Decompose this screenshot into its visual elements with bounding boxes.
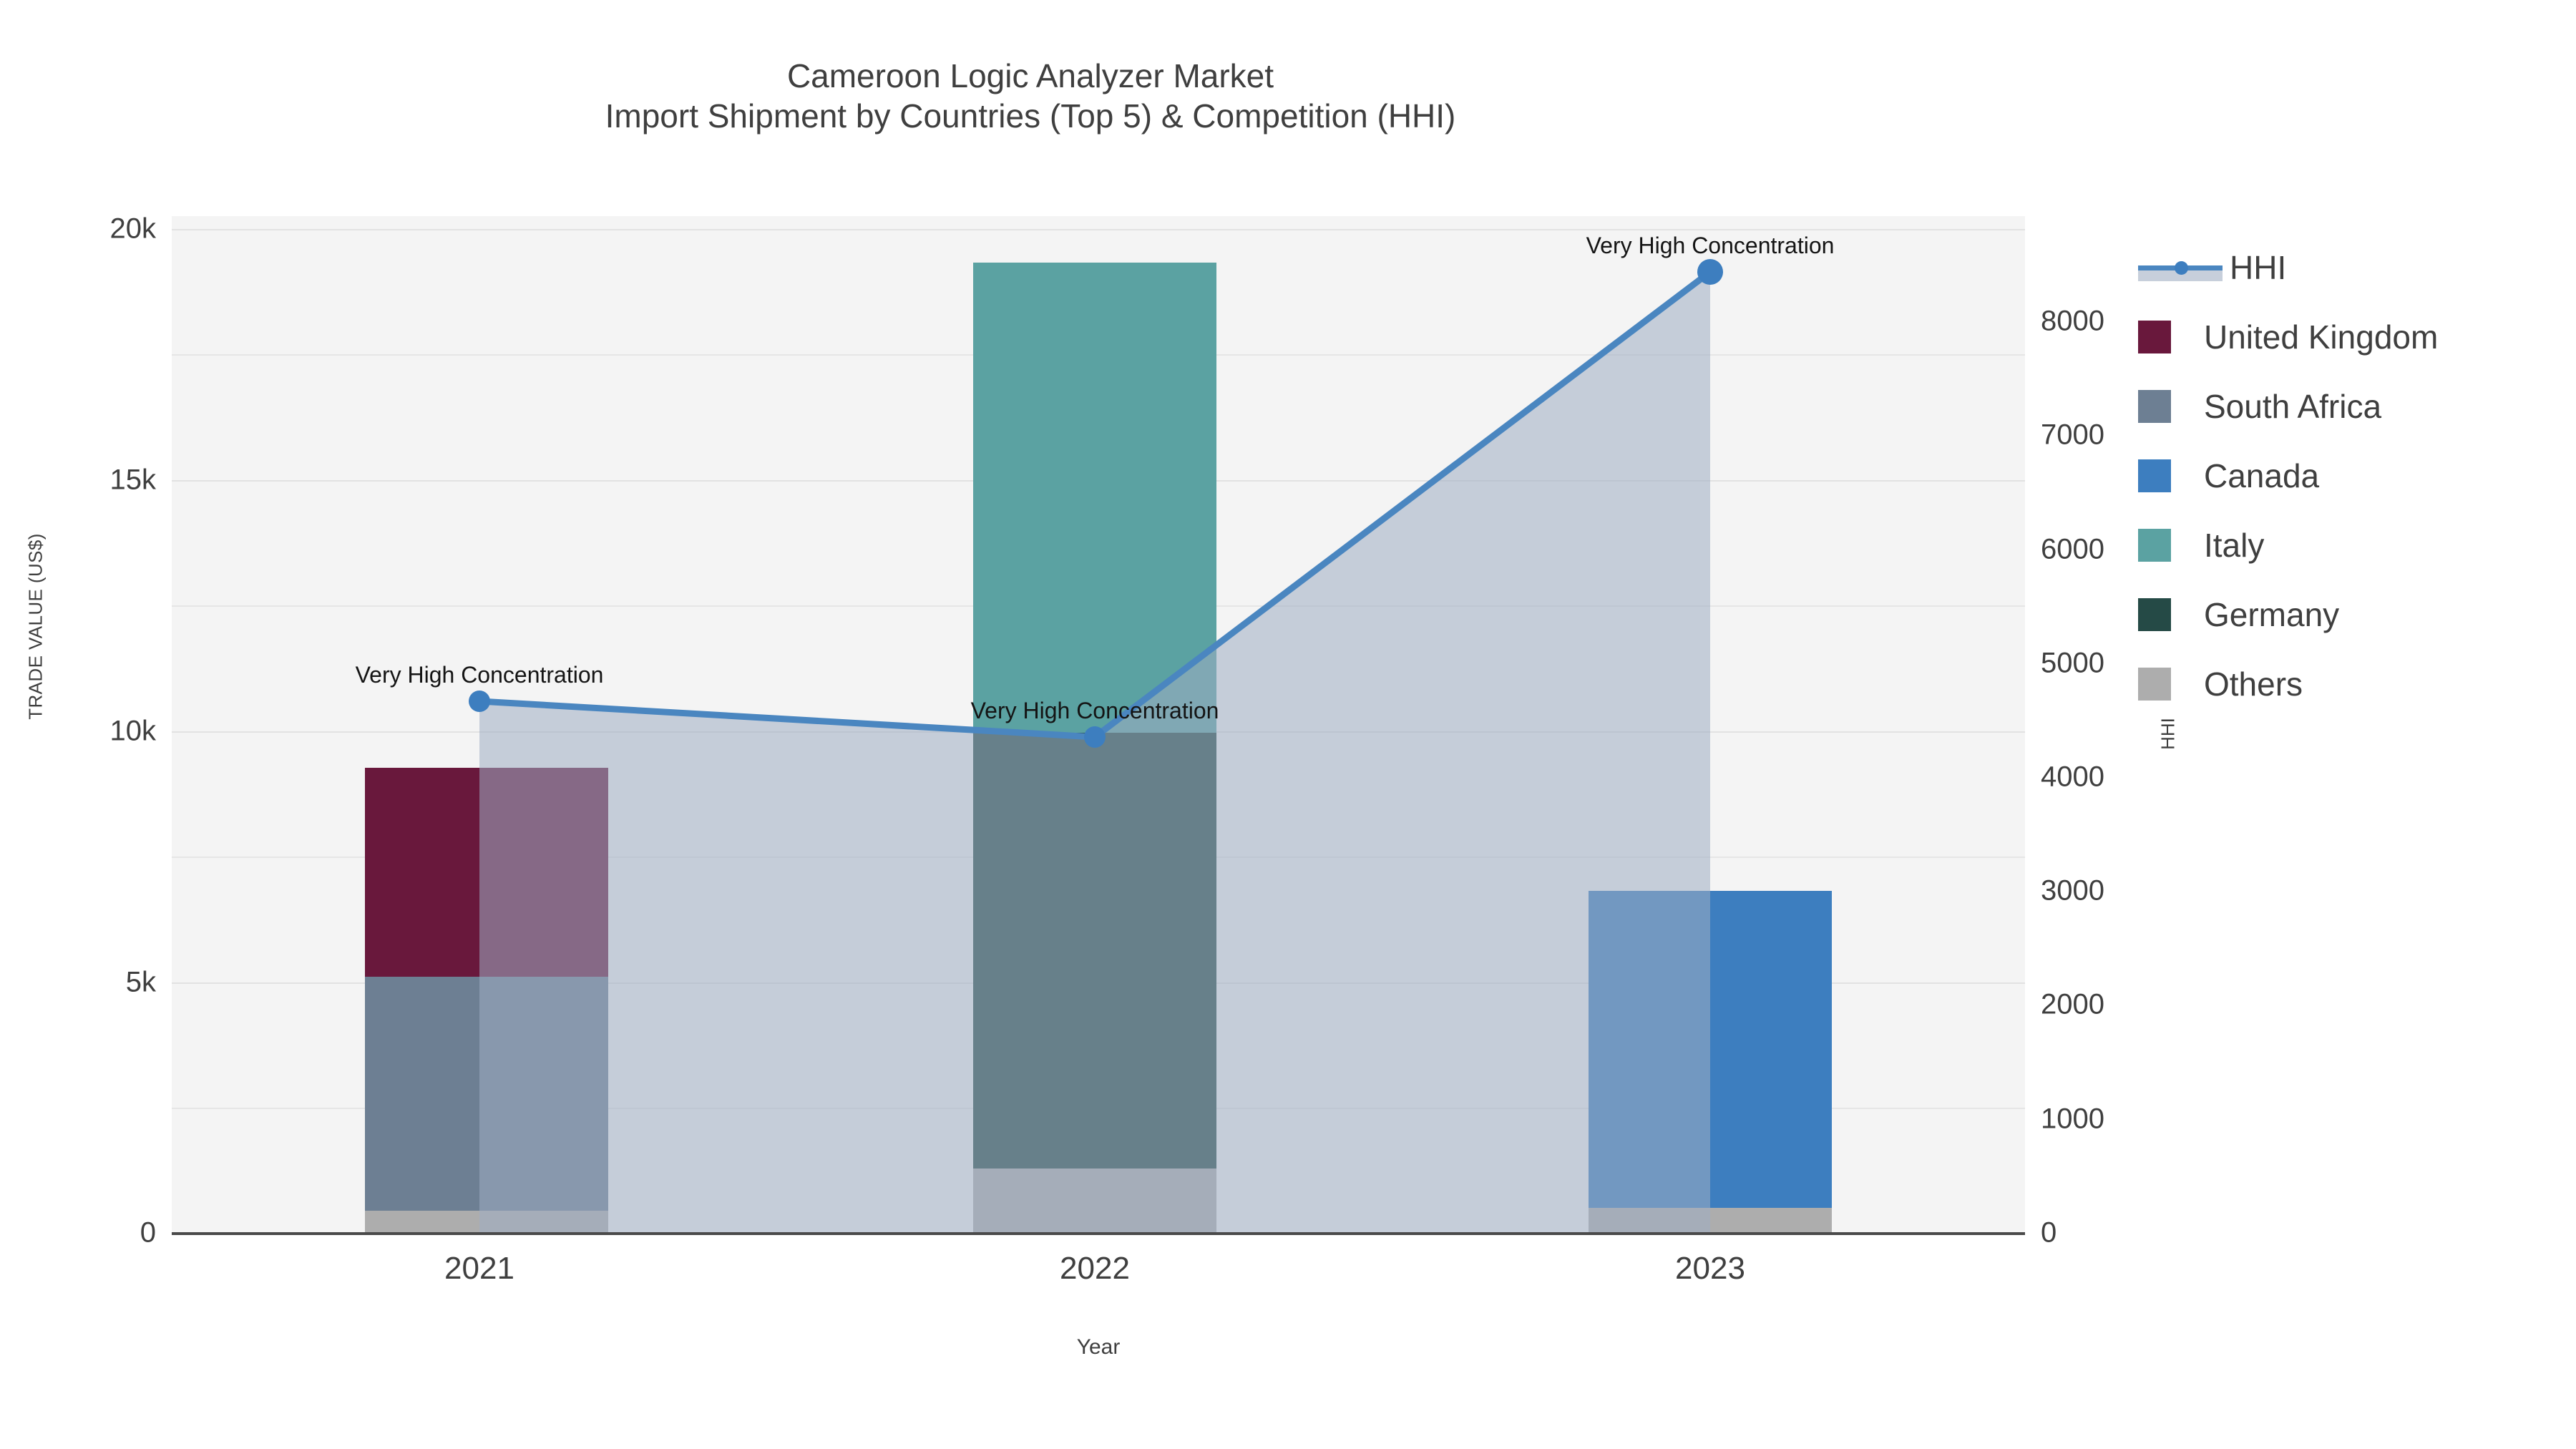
y-right-tick-3000: 3000 <box>2041 874 2104 907</box>
legend-item-canada[interactable]: Canada <box>2138 441 2567 510</box>
legend-item-italy[interactable]: Italy <box>2138 510 2567 580</box>
y-right-tick-2000: 2000 <box>2041 988 2104 1020</box>
legend-label-germany: Germany <box>2204 595 2340 633</box>
x-tick-2021: 2021 <box>444 1251 514 1286</box>
hhi-point-2021[interactable] <box>469 691 490 712</box>
hhi-line-icon <box>2138 251 2223 284</box>
swatch-south-africa-icon <box>2138 389 2171 423</box>
legend-label-canada: Canada <box>2204 457 2320 494</box>
x-tick-2022: 2022 <box>1060 1251 1130 1286</box>
hhi-point-2023[interactable] <box>1697 259 1723 285</box>
hhi-point-2022[interactable] <box>1084 726 1106 748</box>
y-right-tick-1000: 1000 <box>2041 1103 2104 1135</box>
x-axis-line <box>172 1232 2025 1235</box>
bar-2022-italy[interactable] <box>973 263 1216 733</box>
y-right-tick-6000: 6000 <box>2041 533 2104 565</box>
y-left-tick-10k: 10k <box>109 715 157 747</box>
legend-item-germany[interactable]: Germany <box>2138 580 2567 649</box>
hhi-series <box>469 259 1723 1233</box>
legend-label-others: Others <box>2204 665 2303 703</box>
legend-item-hhi[interactable]: HHI <box>2138 233 2567 302</box>
y-right-tick-8000: 8000 <box>2041 305 2104 337</box>
hhi-area-fill <box>479 272 1710 1233</box>
legend-item-south-africa[interactable]: South Africa <box>2138 371 2567 441</box>
swatch-others-icon <box>2138 667 2171 701</box>
y-left-tick-0: 0 <box>140 1216 156 1249</box>
annotation-2022: Very High Concentration <box>970 698 1219 723</box>
y-left-tick-20k: 20k <box>109 213 157 245</box>
swatch-canada-icon <box>2138 459 2171 492</box>
y-left-tick-5k: 5k <box>125 966 156 998</box>
legend-label-italy: Italy <box>2204 526 2265 564</box>
swatch-germany-icon <box>2138 597 2171 631</box>
y-left-tick-15k: 15k <box>109 464 157 496</box>
annotation-2023: Very High Concentration <box>1586 233 1835 258</box>
chart-title-line-1: Cameroon Logic Analyzer Market <box>786 57 1274 94</box>
chart-title-line-2: Import Shipment by Countries (Top 5) & C… <box>605 97 1456 135</box>
y-right-tick-5000: 5000 <box>2041 647 2104 679</box>
chart-title: Cameroon Logic Analyzer Market Import Sh… <box>0 56 2061 136</box>
swatch-united-kingdom-icon <box>2138 320 2171 353</box>
y-right-tick-4000: 4000 <box>2041 761 2104 793</box>
legend-label-south-africa: South Africa <box>2204 387 2382 425</box>
gridline-20k <box>172 229 2025 230</box>
y-right-tick-0: 0 <box>2041 1216 2057 1249</box>
legend-label-hhi: HHI <box>2230 248 2287 286</box>
y-right-tick-7000: 7000 <box>2041 419 2104 451</box>
x-tick-2023: 2023 <box>1675 1251 1745 1286</box>
y-axis-left-label: TRADE VALUE (US$) <box>24 533 47 720</box>
annotation-2021: Very High Concentration <box>355 662 604 688</box>
legend-item-others[interactable]: Others <box>2138 649 2567 718</box>
swatch-italy-icon <box>2138 528 2171 562</box>
legend-label-united-kingdom: United Kingdom <box>2204 318 2439 356</box>
x-axis-label: Year <box>1076 1335 1121 1359</box>
legend-item-united-kingdom[interactable]: United Kingdom <box>2138 302 2567 371</box>
legend: HHI United Kingdom South Africa Canada I… <box>2138 233 2567 718</box>
